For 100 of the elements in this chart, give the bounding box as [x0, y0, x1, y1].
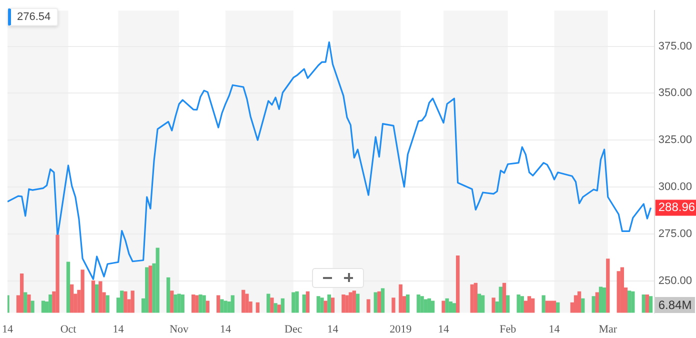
- bar: [80, 270, 84, 313]
- bar: [148, 266, 152, 313]
- bar: [295, 291, 299, 313]
- bar: [342, 294, 346, 313]
- y-tick-label: 350.00: [658, 87, 692, 100]
- bar: [245, 294, 249, 313]
- bar: [474, 282, 478, 313]
- bar: [574, 295, 578, 313]
- x-tick-label: Oct: [60, 323, 76, 336]
- y-tick-label: 300.00: [658, 181, 692, 194]
- data-label: 288.96: [658, 200, 696, 214]
- bar: [542, 295, 546, 313]
- bar: [577, 291, 582, 313]
- bar: [56, 234, 60, 313]
- bar: [174, 294, 178, 313]
- bar: [442, 300, 446, 313]
- bar: [230, 295, 234, 313]
- bar: [327, 294, 331, 313]
- x-tick-label: 14: [438, 323, 450, 336]
- x-tick-label: Mar: [598, 323, 618, 336]
- bar: [280, 298, 285, 313]
- bar: [356, 294, 360, 313]
- x-tick-label: 14: [112, 323, 124, 336]
- bar: [516, 294, 520, 313]
- bar: [277, 304, 281, 313]
- bar: [124, 291, 128, 313]
- x-tick-label: 14: [327, 323, 339, 336]
- x-tick-label: 14: [2, 323, 14, 336]
- bar: [556, 302, 560, 313]
- bar: [316, 296, 320, 313]
- bar: [70, 284, 74, 313]
- bar: [502, 282, 506, 313]
- y-tick-label: 375.00: [658, 40, 692, 52]
- bar: [531, 298, 535, 313]
- bar: [330, 298, 335, 313]
- bar: [620, 267, 624, 313]
- annotation: 276.54: [8, 8, 58, 26]
- x-tick-label: 14: [548, 323, 560, 336]
- bar: [616, 271, 620, 313]
- bar: [270, 298, 274, 313]
- bar: [456, 256, 460, 313]
- bar: [648, 296, 653, 313]
- bar: [145, 267, 149, 313]
- bar: [406, 294, 410, 313]
- bar: [30, 300, 34, 313]
- text: 6.84M: [655, 297, 695, 313]
- x-tick-label: 2019: [390, 323, 412, 336]
- bar: [631, 291, 635, 313]
- bar: [266, 294, 270, 313]
- bar: [492, 298, 496, 313]
- bar: [645, 294, 650, 313]
- bar: [324, 300, 328, 313]
- bar: [202, 295, 206, 313]
- bar: [302, 294, 306, 313]
- bar: [27, 294, 31, 313]
- bar: [130, 290, 134, 313]
- bar: [470, 284, 474, 313]
- bar: [545, 300, 549, 313]
- bar: [552, 300, 556, 313]
- bar: [320, 298, 324, 313]
- bar: [366, 299, 370, 313]
- bar: [220, 299, 224, 313]
- bar: [242, 290, 246, 313]
- bar: [98, 281, 102, 313]
- bar: [581, 298, 585, 313]
- bar: [380, 288, 385, 313]
- bar: [477, 294, 482, 313]
- bar: [520, 296, 524, 313]
- bar: [274, 303, 278, 313]
- x-tick-label: Dec: [284, 323, 302, 336]
- bar: [606, 258, 610, 313]
- bar: [195, 295, 199, 313]
- bar: [595, 292, 600, 313]
- bar: [20, 273, 24, 313]
- bar: [106, 295, 110, 313]
- bar: [506, 295, 510, 313]
- bar: [416, 294, 420, 313]
- bar: [377, 291, 382, 313]
- bar: [24, 292, 28, 313]
- bar: [95, 284, 99, 313]
- bar: [498, 286, 503, 313]
- bar: [120, 290, 124, 313]
- bar: [292, 292, 296, 313]
- bar: [170, 290, 174, 313]
- bar: [448, 302, 452, 313]
- bar: [598, 286, 603, 313]
- bar: [602, 288, 606, 313]
- bar: [392, 298, 396, 313]
- x-tick-label: Feb: [500, 323, 517, 336]
- y-tick-label: 325.00: [658, 134, 692, 146]
- bar: [216, 295, 220, 313]
- bar: [198, 294, 202, 313]
- bar: [180, 294, 184, 313]
- bar: [592, 296, 596, 313]
- bar: [548, 300, 553, 313]
- bar: [642, 294, 646, 313]
- bar: [206, 300, 210, 313]
- bar: [374, 292, 378, 313]
- bar: [256, 302, 260, 313]
- bar: [48, 294, 52, 313]
